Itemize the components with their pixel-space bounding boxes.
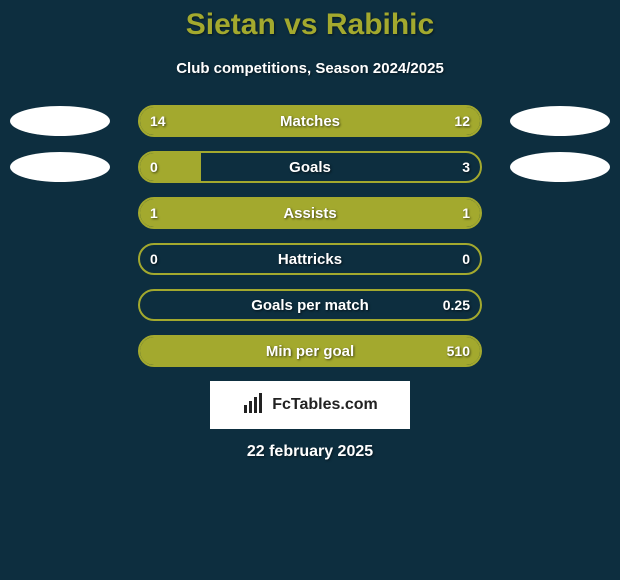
stat-row: Hattricks0 0 <box>0 243 620 275</box>
bar-fill-left <box>140 107 323 135</box>
bar-fill-right <box>323 107 480 135</box>
stat-value-left <box>140 291 160 319</box>
bar-fill-left <box>140 337 480 365</box>
date-text: 22 february 2025 <box>0 443 620 461</box>
stat-value-left: 0 <box>140 245 168 273</box>
stat-bar: Goals per match0.25 <box>138 289 482 321</box>
player-badge-left <box>10 106 110 136</box>
stat-row: Goals03 <box>0 151 620 183</box>
stat-bar: Goals03 <box>138 151 482 183</box>
stat-label: Goals per match <box>140 291 480 319</box>
stats-container: Matches1412 Goals03 Assists11 Hattricks0 0 Go… <box>0 105 620 367</box>
page-title: Sietan vs Rabihic <box>0 0 620 42</box>
stat-bar: Assists11 <box>138 197 482 229</box>
player-badge-right <box>510 106 610 136</box>
stat-bar: Min per goal510 <box>138 335 482 367</box>
watermark[interactable]: FcTables.com <box>210 381 410 429</box>
stat-row: Matches1412 <box>0 105 620 137</box>
stat-value-right: 0 <box>452 245 480 273</box>
stat-bar: Hattricks0 0 <box>138 243 482 275</box>
stat-label: Hattricks <box>140 245 480 273</box>
stat-row: Min per goal510 <box>0 335 620 367</box>
stat-bar: Matches1412 <box>138 105 482 137</box>
bar-fill-right <box>310 199 480 227</box>
player-badge-right <box>510 152 610 182</box>
stat-value-right: 3 <box>452 153 480 181</box>
subtitle: Club competitions, Season 2024/2025 <box>0 60 620 77</box>
stat-value-right: 0.25 <box>433 291 480 319</box>
bar-chart-icon <box>242 391 266 420</box>
player-badge-left <box>10 152 110 182</box>
watermark-text: FcTables.com <box>272 396 378 414</box>
bar-fill-left <box>140 153 201 181</box>
bar-fill-left <box>140 199 310 227</box>
stat-row: Goals per match0.25 <box>0 289 620 321</box>
stat-row: Assists11 <box>0 197 620 229</box>
